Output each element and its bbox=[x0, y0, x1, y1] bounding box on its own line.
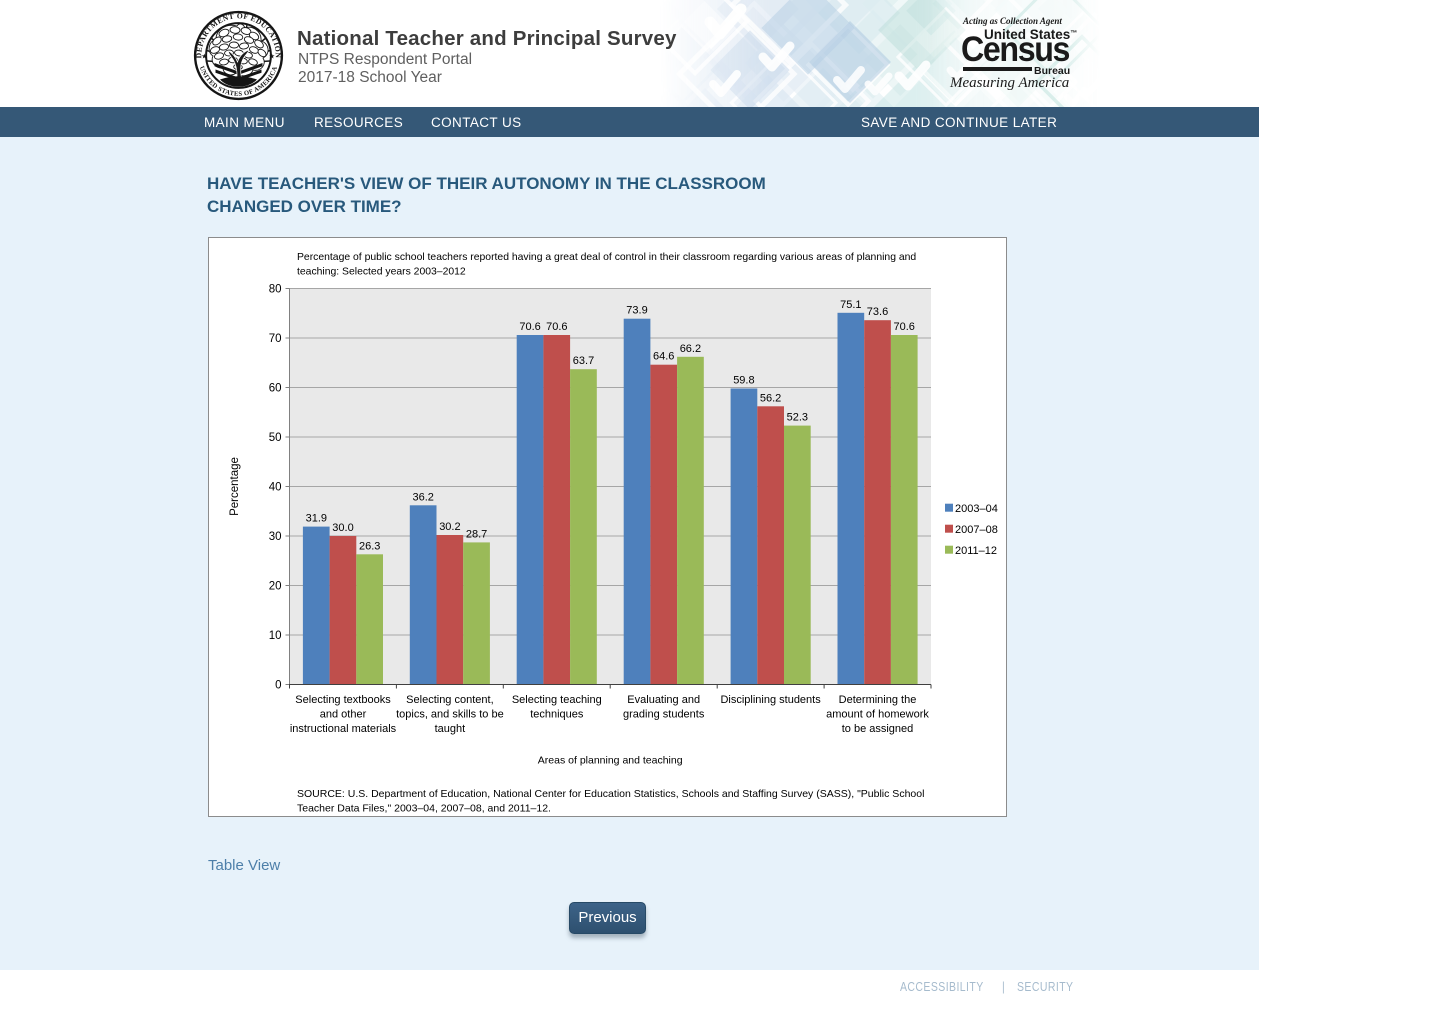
svg-text:26.3: 26.3 bbox=[359, 540, 380, 552]
svg-text:instructional materials: instructional materials bbox=[290, 723, 397, 735]
svg-text:Areas of planning and teaching: Areas of planning and teaching bbox=[538, 755, 683, 767]
svg-text:SOURCE: U.S. Department of Edu: SOURCE: U.S. Department of Education, Na… bbox=[297, 788, 924, 800]
svg-text:taught: taught bbox=[435, 723, 466, 735]
svg-text:Evaluating and: Evaluating and bbox=[627, 694, 700, 706]
svg-text:70.6: 70.6 bbox=[546, 321, 567, 333]
svg-text:topics, and skills to be: topics, and skills to be bbox=[396, 708, 504, 720]
svg-text:28.7: 28.7 bbox=[466, 528, 487, 540]
svg-text:0: 0 bbox=[275, 680, 281, 692]
svg-text:75.1: 75.1 bbox=[840, 299, 861, 311]
svg-text:★: ★ bbox=[201, 53, 207, 61]
svg-text:36.2: 36.2 bbox=[412, 491, 433, 503]
svg-text:Selecting content,: Selecting content, bbox=[406, 694, 493, 706]
svg-text:2003–04: 2003–04 bbox=[955, 503, 998, 515]
svg-text:Determining the: Determining the bbox=[839, 694, 917, 706]
svg-text:Teacher Data Files," 2003–04,: Teacher Data Files," 2003–04, 2007–08, a… bbox=[297, 803, 551, 815]
svg-text:59.8: 59.8 bbox=[733, 375, 754, 387]
svg-text:66.2: 66.2 bbox=[680, 343, 701, 355]
svg-text:2007–08: 2007–08 bbox=[955, 524, 998, 536]
svg-text:56.2: 56.2 bbox=[760, 392, 781, 404]
svg-text:80: 80 bbox=[269, 284, 282, 296]
svg-text:to be assigned: to be assigned bbox=[842, 723, 914, 735]
svg-text:techniques: techniques bbox=[530, 708, 584, 720]
svg-text:70.6: 70.6 bbox=[893, 321, 914, 333]
svg-text:50: 50 bbox=[269, 432, 282, 444]
svg-text:31.9: 31.9 bbox=[306, 513, 327, 525]
svg-text:Selecting textbooks: Selecting textbooks bbox=[295, 694, 391, 706]
svg-text:60: 60 bbox=[269, 383, 282, 395]
svg-text:70.6: 70.6 bbox=[519, 321, 540, 333]
svg-text:Selecting teaching: Selecting teaching bbox=[512, 694, 602, 706]
svg-text:63.7: 63.7 bbox=[573, 355, 594, 367]
svg-text:amount of homework: amount of homework bbox=[826, 708, 929, 720]
svg-text:10: 10 bbox=[269, 630, 282, 642]
svg-text:73.9: 73.9 bbox=[626, 305, 647, 317]
svg-text:73.6: 73.6 bbox=[867, 306, 888, 318]
svg-text:30.2: 30.2 bbox=[439, 521, 460, 533]
svg-text:grading students: grading students bbox=[623, 708, 705, 720]
svg-text:Percentage of public school te: Percentage of public school teachers rep… bbox=[297, 252, 916, 263]
svg-text:30: 30 bbox=[269, 531, 282, 543]
svg-text:and other: and other bbox=[320, 708, 367, 720]
svg-text:20: 20 bbox=[269, 581, 282, 593]
svg-text:40: 40 bbox=[269, 482, 282, 494]
svg-text:★: ★ bbox=[269, 53, 275, 61]
svg-text:Percentage: Percentage bbox=[229, 457, 241, 516]
svg-text:30.0: 30.0 bbox=[332, 522, 353, 534]
svg-text:2011–12: 2011–12 bbox=[955, 545, 997, 557]
svg-text:52.3: 52.3 bbox=[787, 412, 808, 424]
svg-text:64.6: 64.6 bbox=[653, 351, 674, 363]
svg-text:70: 70 bbox=[269, 333, 282, 345]
svg-text:Disciplining students: Disciplining students bbox=[720, 694, 821, 706]
svg-text:teaching: Selected years 2003–: teaching: Selected years 2003–2012 bbox=[297, 267, 466, 278]
